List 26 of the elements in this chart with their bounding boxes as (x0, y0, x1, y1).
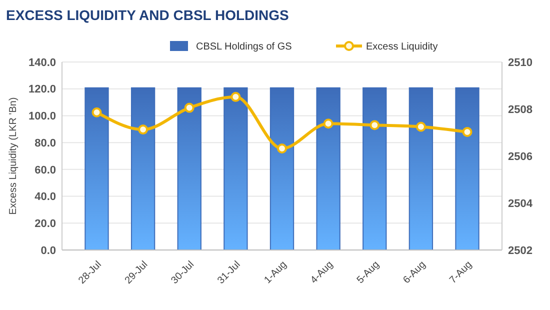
y-tick-label: 0.0 (40, 244, 56, 257)
y-axis-title: Excess Liquidity (LKR 'Bn) (8, 97, 19, 215)
y2-tick-label: 2504 (508, 198, 534, 210)
y2-tick-label: 2502 (508, 244, 532, 257)
y-tick-label: 20.0 (34, 218, 56, 230)
y2-tick-label: 2510 (508, 56, 532, 69)
point (323, 118, 334, 129)
y-tick-label: 80.0 (34, 137, 56, 150)
y-tick-label: 100.0 (28, 110, 56, 123)
y-tick-label: 60.0 (34, 164, 56, 176)
point (92, 107, 102, 118)
y2-tick-label: 2506 (508, 150, 532, 163)
legend-label: CBSL Holdings of GS (196, 42, 292, 52)
point (138, 124, 148, 135)
y-tick-label: 140.0 (28, 56, 56, 69)
point (230, 92, 241, 102)
y2-tick-label: 2508 (508, 104, 532, 116)
point (416, 122, 426, 132)
point (462, 126, 472, 137)
y-tick-label: 120.0 (28, 84, 56, 96)
point (277, 143, 287, 154)
legend-label: Excess Liquidity (366, 42, 438, 52)
chart-title: EXCESS LIQUIDITY AND CBSL HOLDINGS (6, 7, 289, 23)
y-tick-label: 40.0 (34, 191, 56, 204)
point (184, 102, 194, 113)
point (370, 120, 380, 130)
